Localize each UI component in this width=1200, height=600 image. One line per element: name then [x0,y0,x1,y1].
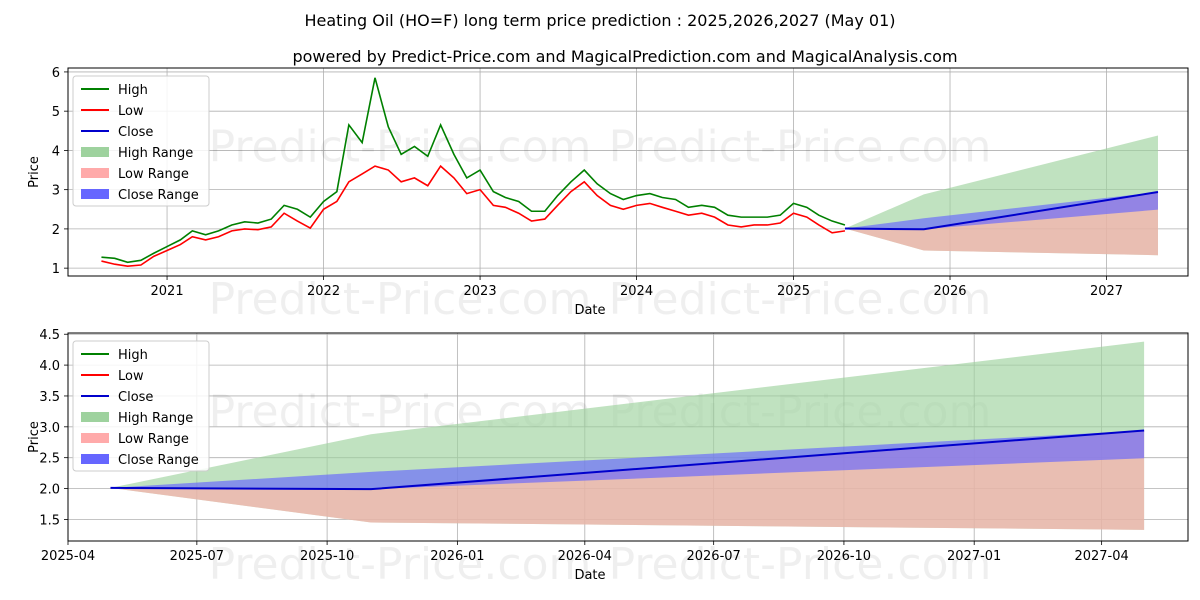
x-tick-label: 2025-07 [170,549,224,564]
y-tick-label: 2.5 [39,452,60,467]
legend-item-close: Close [118,125,153,140]
legend-item-low-range-swatch [81,168,109,178]
legend-item-high-range: High Range [118,146,193,161]
legend-item-low-range: Low Range [118,432,189,447]
legend-item-low-range: Low Range [118,167,189,182]
legend-item-close-range: Close Range [118,188,199,203]
x-tick-label: 2027-04 [1074,549,1128,564]
watermark-text: Predict-Price.com [609,274,992,325]
chart-title: Heating Oil (HO=F) long term price predi… [304,11,895,30]
y-tick-label: 1 [52,262,60,277]
y-tick-label: 2 [52,223,60,238]
y-axis-label: Price [27,156,42,188]
x-tick-label: 2024 [620,284,653,299]
y-tick-label: 3 [52,184,60,199]
y-tick-label: 3.0 [39,421,60,436]
x-tick-label: 2025-10 [300,549,354,564]
low-series-line [101,164,846,267]
legend-item-low-range-swatch [81,433,109,443]
x-tick-label: 2027-01 [947,549,1001,564]
x-tick-label: 2026-10 [817,549,871,564]
legend-item-low: Low [118,369,144,384]
x-tick-label: 2025-04 [41,549,95,564]
x-tick-label: 2022 [307,284,340,299]
close-range-area [844,192,1158,230]
bottom-chart-panel: 2025-04 2025-07 2025-10 2026-01 2026-04 2026-… [27,328,1189,590]
y-tick-label: 4 [52,144,60,159]
legend: High Low Close High Range Low Range Close Ran… [72,340,210,472]
chart-subtitle: powered by Predict-Price.com and Magical… [292,47,957,66]
top-chart-panel: 2021 2022 2023 2024 2025 2026 2027 1 2 3 4 5 6 Predic… [27,66,1189,325]
y-tick-label: 1.5 [39,513,60,528]
legend: High Low Close High Range Low Range Close Ran… [72,75,210,207]
watermark-text: Predict-Price.com [209,122,592,173]
y-tick-label: 4.5 [39,328,60,343]
x-tick-label: 2026-01 [430,549,484,564]
x-tick-label: 2026-04 [558,549,612,564]
legend-item-close: Close [118,390,153,405]
legend-item-high: High [118,348,148,363]
y-tick-label: 4.0 [39,359,60,374]
x-tick-label: 2026-07 [686,549,740,564]
y-tick-label: 5 [52,105,60,120]
plot-frame [67,332,1189,542]
watermark-text: Predict-Price.com [609,539,992,590]
close-series-line [844,191,1159,231]
legend-item-high-range: High Range [118,411,193,426]
legend-item-close-range-swatch [81,454,109,464]
legend-item-high: High [118,83,148,98]
close-series-line [110,429,1145,491]
legend-item-close-range-swatch [81,189,109,199]
x-tick-label: 2023 [464,284,497,299]
high-series-line [101,77,846,264]
watermark-text: Predict-Price.com [209,539,592,590]
y-tick-label: 2.0 [39,483,60,498]
legend-item-high-range-swatch [81,412,109,422]
close-range-area [110,430,1145,490]
x-tick-label: 2026 [933,284,966,299]
x-axis-label: Date [574,303,605,318]
legend-item-close-range: Close Range [118,453,199,468]
legend-item-low: Low [118,104,144,119]
y-tick-label: 6 [52,66,60,81]
watermark-text: Predict-Price.com [209,274,592,325]
plot-frame [67,67,1189,277]
x-axis-label: Date [574,568,605,583]
y-axis-label: Price [27,421,42,453]
x-tick-label: 2021 [151,284,184,299]
x-tick-label: 2027 [1090,284,1123,299]
watermark-text: Predict-Price.com [609,122,992,173]
legend-item-high-range-swatch [81,147,109,157]
x-tick-label: 2025 [777,284,810,299]
y-tick-label: 3.5 [39,390,60,405]
